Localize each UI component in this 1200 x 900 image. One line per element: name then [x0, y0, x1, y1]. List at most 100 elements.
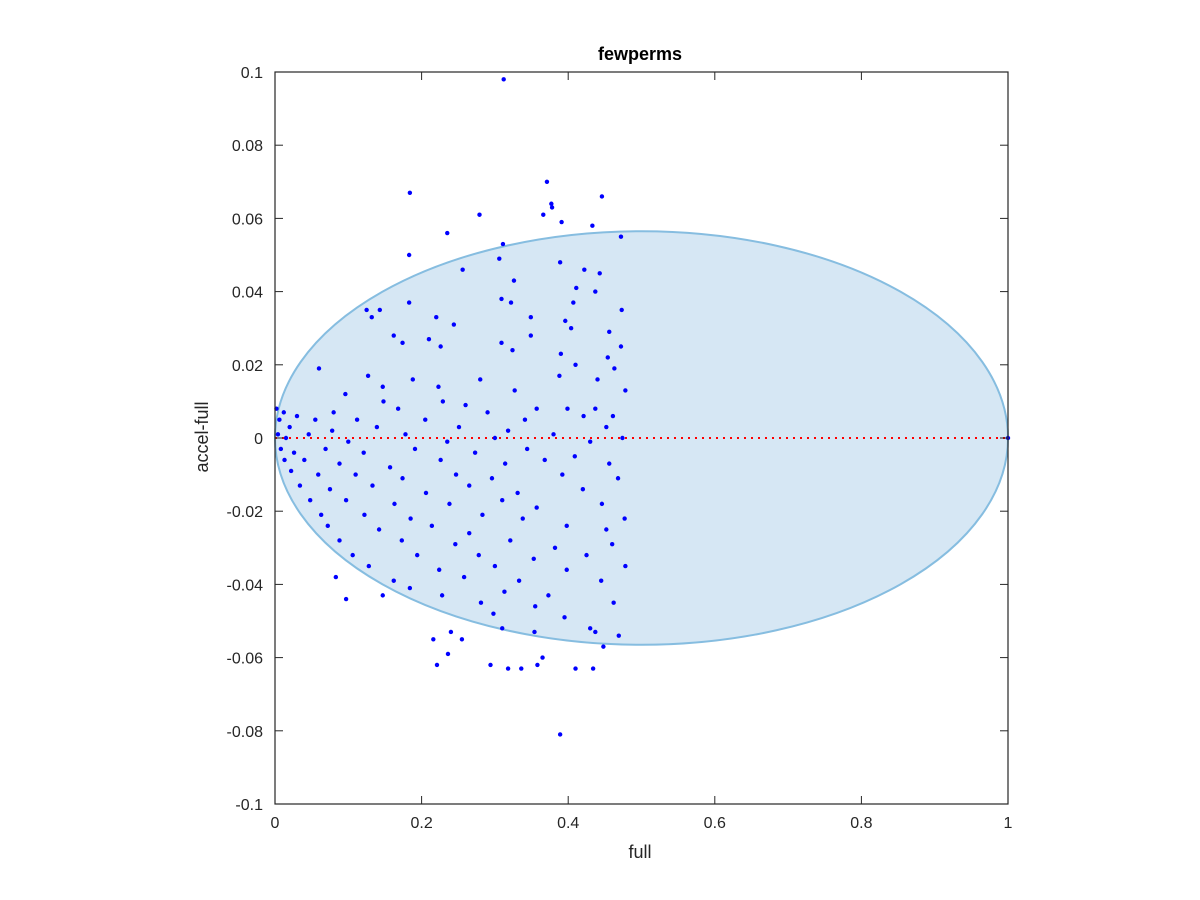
data-point — [463, 402, 468, 408]
data-point — [323, 446, 328, 452]
data-point — [429, 523, 435, 529]
data-point — [549, 201, 554, 206]
y-tick-label: 0 — [254, 431, 263, 448]
data-point — [611, 600, 616, 605]
data-point — [453, 472, 459, 477]
data-point — [277, 417, 282, 422]
data-point — [400, 476, 405, 481]
data-point — [597, 271, 602, 276]
data-point — [604, 424, 609, 430]
data-point — [316, 366, 322, 371]
data-point — [491, 611, 496, 616]
data-point — [325, 523, 330, 529]
x-tick-label: 1 — [1004, 815, 1013, 832]
data-point — [407, 585, 413, 591]
data-point — [510, 347, 515, 353]
data-point — [445, 230, 450, 236]
data-point — [306, 432, 311, 437]
data-point — [406, 252, 412, 258]
data-point — [618, 344, 624, 349]
y-axis-label: accel-full — [192, 401, 212, 472]
data-point — [593, 289, 598, 294]
data-point — [609, 541, 615, 547]
data-point — [500, 626, 505, 631]
data-point — [460, 267, 465, 272]
data-point — [492, 563, 498, 569]
data-point — [519, 666, 524, 671]
data-point — [622, 516, 627, 521]
data-point — [595, 377, 600, 382]
data-point — [612, 366, 617, 371]
data-point — [316, 472, 321, 477]
data-point — [531, 556, 536, 561]
data-point — [534, 505, 539, 510]
data-point — [480, 512, 485, 518]
data-point — [571, 300, 576, 305]
data-point — [524, 446, 530, 452]
data-point — [599, 194, 605, 199]
data-point — [511, 278, 517, 283]
x-tick-label: 0.4 — [557, 815, 579, 832]
data-point — [488, 662, 493, 668]
data-point — [535, 662, 540, 668]
data-point — [282, 457, 287, 463]
data-point — [497, 256, 502, 261]
data-point — [426, 336, 432, 342]
data-point — [399, 538, 405, 543]
y-tick-label: -0.04 — [227, 577, 264, 594]
data-point — [362, 512, 367, 518]
data-point — [528, 315, 534, 320]
data-point — [370, 483, 375, 488]
data-point — [318, 512, 324, 518]
data-point — [549, 205, 555, 210]
y-tick-label: 0.1 — [241, 65, 263, 82]
data-point — [477, 212, 482, 217]
data-point — [380, 593, 385, 598]
data-point — [343, 391, 348, 397]
data-point — [354, 417, 360, 422]
data-point — [387, 465, 393, 470]
data-point — [568, 326, 574, 331]
data-point — [391, 333, 396, 338]
data-point — [291, 450, 297, 455]
data-point — [505, 428, 511, 433]
data-point — [337, 538, 342, 543]
data-point — [616, 633, 621, 638]
data-point — [598, 578, 604, 583]
data-point — [593, 406, 598, 411]
data-point — [565, 406, 570, 411]
data-point — [557, 732, 563, 737]
data-point — [434, 315, 439, 320]
data-point — [283, 435, 289, 441]
y-tick-label: -0.08 — [227, 724, 264, 741]
data-point — [558, 351, 564, 357]
y-tick-label: -0.02 — [227, 504, 264, 521]
data-point — [508, 300, 514, 305]
data-point — [423, 417, 428, 422]
data-point — [395, 406, 401, 411]
y-tick-label: 0.08 — [232, 138, 263, 155]
data-point — [540, 655, 545, 660]
data-point — [337, 461, 342, 466]
data-point — [516, 578, 522, 583]
data-point — [574, 285, 579, 291]
data-point — [451, 322, 457, 327]
data-point — [346, 439, 351, 444]
data-point — [573, 666, 578, 671]
data-point — [365, 373, 371, 378]
y-tick-label: 0.04 — [232, 285, 263, 302]
data-point — [544, 179, 550, 184]
data-point — [564, 567, 569, 572]
data-point — [582, 267, 587, 272]
data-point — [376, 527, 382, 532]
x-tick-label: 0.2 — [410, 815, 432, 832]
data-point — [407, 190, 413, 195]
data-point — [557, 260, 563, 265]
data-point — [607, 329, 612, 335]
data-point — [505, 666, 511, 671]
data-point — [436, 384, 441, 389]
data-point — [361, 450, 366, 455]
data-point — [438, 457, 443, 463]
data-point — [605, 355, 610, 360]
